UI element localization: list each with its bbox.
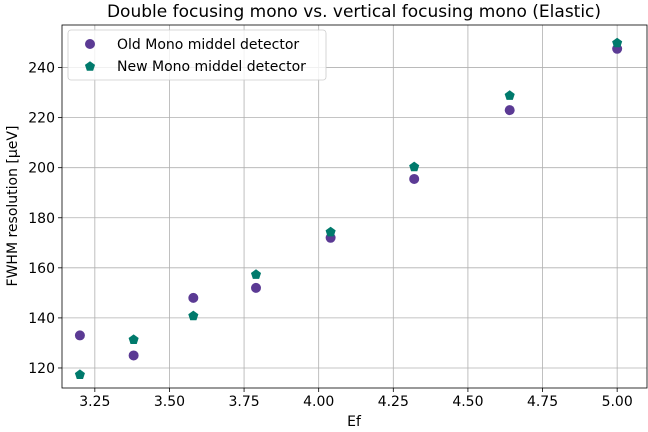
- legend-new-mono-marker: [84, 61, 96, 71]
- x-tick-label: 4.25: [378, 394, 409, 410]
- grid: [62, 25, 647, 388]
- legend-label-new-mono: New Mono middel detector: [117, 59, 306, 75]
- legend-old-mono-marker: [85, 39, 95, 49]
- new-mono-point: [325, 226, 336, 237]
- y-tick-label: 240: [28, 61, 55, 77]
- old-mono-point: [188, 292, 199, 303]
- old-mono-point: [128, 350, 139, 361]
- x-tick-label: 3.75: [228, 394, 259, 410]
- x-tick-label: 3.25: [79, 394, 110, 410]
- axis-ticks: 3.25 3.50 3.75 4.00 4.25 4.50 4.75 5.00 120 140 16…: [28, 61, 632, 410]
- legend-label-old-mono: Old Mono middel detector: [117, 37, 299, 53]
- x-tick-label: 4.00: [303, 394, 334, 410]
- legend-box: [67, 29, 327, 81]
- old-mono-point: [504, 105, 515, 116]
- new-mono-point: [250, 269, 262, 279]
- legend-marker-new-mono: [84, 61, 96, 71]
- new-mono-point: [504, 90, 515, 100]
- y-tick-label: 180: [28, 211, 55, 227]
- old-mono-point: [74, 330, 85, 341]
- x-tick-label: 4.75: [527, 394, 558, 410]
- y-tick-label: 140: [28, 311, 55, 327]
- data-points: [74, 37, 623, 380]
- y-tick-label: 120: [28, 361, 55, 377]
- chart-title: Double focusing mono vs. vertical focusi…: [107, 2, 601, 22]
- y-tick-label: 220: [28, 111, 55, 127]
- new-mono-point: [188, 310, 199, 321]
- y-tick-label: 160: [28, 261, 55, 277]
- new-mono-point: [74, 369, 85, 380]
- x-tick-label: 4.50: [452, 394, 483, 410]
- y-axis-label: FWHM resolution [μeV]: [5, 126, 21, 287]
- old-mono-point: [409, 173, 420, 184]
- legend-marker-old-mono: [85, 39, 95, 49]
- y-tick-label: 200: [28, 161, 55, 177]
- new-mono-point: [612, 37, 623, 48]
- plot-frame: [61, 24, 648, 389]
- new-mono-point: [128, 334, 139, 344]
- legend: Old Mono middel detector New Mono middel…: [67, 29, 327, 81]
- new-mono-point: [409, 161, 420, 172]
- x-tick-label: 5.00: [602, 394, 633, 410]
- x-axis-label: Ef: [347, 414, 362, 430]
- old-mono-point: [251, 282, 262, 293]
- x-tick-label: 3.50: [154, 394, 185, 410]
